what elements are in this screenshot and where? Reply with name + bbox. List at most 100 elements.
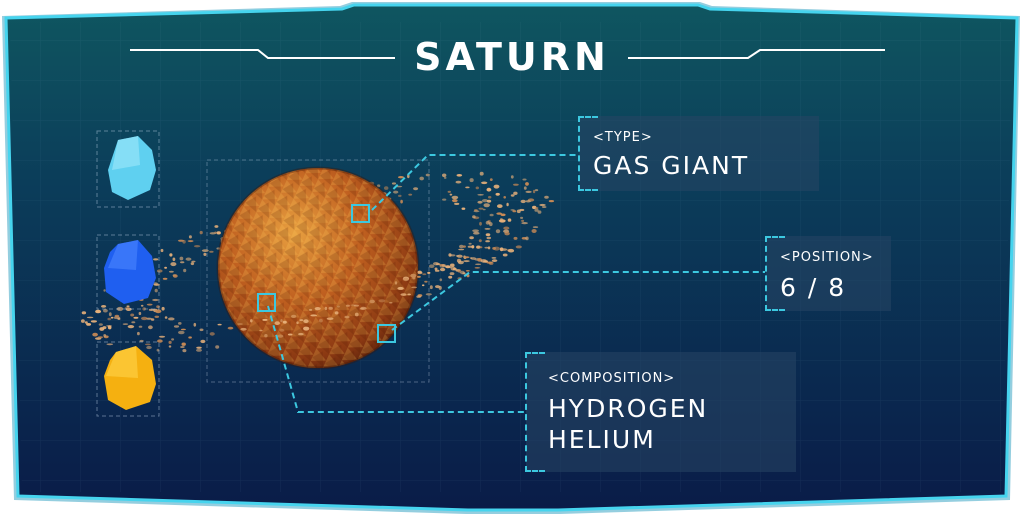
ring-particle xyxy=(503,226,510,230)
ring-particle xyxy=(328,306,333,310)
ring-particle xyxy=(504,231,510,236)
ring-particle xyxy=(421,284,425,287)
ring-particle xyxy=(434,267,438,271)
ring-particle xyxy=(544,195,549,199)
ring-particle xyxy=(452,267,457,271)
ring-particle xyxy=(435,263,441,266)
ring-particle xyxy=(168,345,172,348)
ring-particle xyxy=(237,323,243,325)
ring-particle xyxy=(475,263,482,266)
ring-particle xyxy=(483,203,490,208)
ring-particle xyxy=(485,240,490,243)
ring-particle xyxy=(507,218,512,222)
ring-particle xyxy=(183,268,187,273)
composition-label: <COMPOSITION> xyxy=(548,371,676,386)
ring-particle xyxy=(160,248,164,253)
ring-particle xyxy=(503,196,507,199)
ring-particle xyxy=(86,316,94,319)
ring-particle xyxy=(196,346,202,349)
ring-particle xyxy=(479,246,483,249)
ring-particle xyxy=(464,256,470,259)
ring-particle xyxy=(473,231,480,235)
ring-particle xyxy=(489,178,493,182)
ring-particle xyxy=(187,240,194,243)
ring-particle xyxy=(81,311,87,315)
position-label: <POSITION> xyxy=(780,250,874,265)
ring-particle xyxy=(424,280,428,283)
ring-particle xyxy=(103,334,107,337)
ring-particle xyxy=(408,193,413,196)
ring-particle xyxy=(447,190,451,193)
ring-particle xyxy=(389,301,393,304)
ring-particle xyxy=(127,325,135,329)
ring-particle xyxy=(449,272,455,276)
ring-particle xyxy=(522,178,527,181)
ring-particle xyxy=(95,309,102,314)
ring-particle xyxy=(521,219,525,222)
ring-particle xyxy=(548,200,555,203)
ring-particle xyxy=(425,173,430,177)
target-marker xyxy=(377,324,396,343)
ring-particle xyxy=(394,281,398,285)
ring-particle xyxy=(274,321,280,326)
ring-particle xyxy=(262,318,268,321)
ring-particle xyxy=(178,330,185,335)
ring-particle xyxy=(532,189,536,194)
ring-particle xyxy=(140,304,144,307)
ring-particle xyxy=(469,178,474,183)
ring-particle xyxy=(324,306,328,311)
ring-particle xyxy=(398,176,404,179)
ring-particle xyxy=(277,334,284,338)
ring-particle xyxy=(369,299,375,304)
ring-particle xyxy=(450,263,455,267)
ring-particle xyxy=(171,338,175,341)
ring-front xyxy=(86,200,555,353)
ring-particle xyxy=(428,264,435,269)
ring-particle xyxy=(463,260,470,263)
ring-particle xyxy=(173,325,180,328)
ring-particle xyxy=(425,293,432,296)
ring-particle xyxy=(178,239,184,242)
ring-particle xyxy=(487,246,491,250)
ring-particle xyxy=(474,209,478,211)
ring-particle xyxy=(156,305,160,309)
ring-particle xyxy=(92,332,98,337)
target-marker xyxy=(257,293,276,312)
ring-particle xyxy=(486,236,492,240)
ring-particle xyxy=(520,216,524,219)
ring-particle xyxy=(510,194,515,197)
ring-particle xyxy=(525,200,531,203)
ring-particle xyxy=(81,319,85,323)
ring-particle xyxy=(185,257,192,261)
ring-particle xyxy=(537,210,542,214)
ring-particle xyxy=(484,246,489,249)
ring-particle xyxy=(150,318,155,321)
ring-particle xyxy=(482,208,486,211)
ring-particle xyxy=(495,192,500,196)
ring-particle xyxy=(124,307,130,309)
ring-particle xyxy=(477,194,484,196)
ring-particle xyxy=(507,248,515,253)
ring-particle xyxy=(291,314,297,318)
ring-particle xyxy=(384,186,389,190)
ring-particle xyxy=(496,212,503,215)
ring-particle xyxy=(168,317,175,321)
ring-particle xyxy=(461,207,466,210)
ring-particle xyxy=(319,318,323,323)
ring-particle xyxy=(193,322,197,327)
ring-particle xyxy=(525,182,529,186)
position-value: 6 / 8 xyxy=(780,273,847,302)
ring-particle xyxy=(472,229,479,233)
composition-line-1: HYDROGEN xyxy=(548,394,709,423)
ring-particle xyxy=(502,253,508,257)
ring-particle xyxy=(334,311,339,315)
ring-particle xyxy=(199,230,203,235)
ring-particle xyxy=(391,182,397,185)
ring-particle xyxy=(525,190,532,193)
ring-particle xyxy=(214,225,219,228)
ring-particle xyxy=(416,295,422,298)
ring-particle xyxy=(216,231,221,235)
ring-particle xyxy=(393,190,399,194)
saturn-planet xyxy=(216,166,420,370)
